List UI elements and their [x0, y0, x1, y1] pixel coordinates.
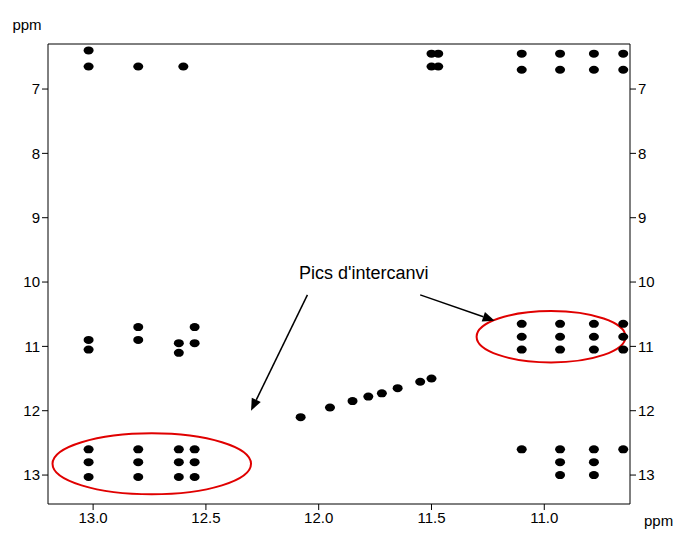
- svg-text:11.0: 11.0: [530, 509, 558, 526]
- svg-text:13: 13: [638, 466, 655, 483]
- svg-text:7: 7: [638, 80, 646, 97]
- svg-text:11: 11: [24, 338, 40, 355]
- svg-text:11.5: 11.5: [417, 509, 445, 526]
- svg-text:8: 8: [32, 145, 40, 162]
- svg-text:12.0: 12.0: [304, 509, 333, 526]
- svg-text:7: 7: [32, 80, 40, 97]
- svg-text:ppm: ppm: [644, 512, 673, 529]
- svg-text:8: 8: [638, 145, 646, 162]
- svg-text:12.5: 12.5: [191, 509, 220, 526]
- svg-text:11: 11: [638, 338, 654, 355]
- svg-text:10: 10: [23, 273, 40, 290]
- svg-text:13.0: 13.0: [79, 509, 108, 526]
- svg-text:10: 10: [638, 273, 655, 290]
- svg-text:9: 9: [638, 209, 646, 226]
- svg-text:12: 12: [23, 402, 40, 419]
- svg-text:12: 12: [638, 402, 655, 419]
- svg-text:Pics d'intercanvi: Pics d'intercanvi: [299, 263, 429, 283]
- svg-text:13: 13: [23, 466, 40, 483]
- svg-text:ppm: ppm: [12, 16, 41, 33]
- svg-text:9: 9: [32, 209, 40, 226]
